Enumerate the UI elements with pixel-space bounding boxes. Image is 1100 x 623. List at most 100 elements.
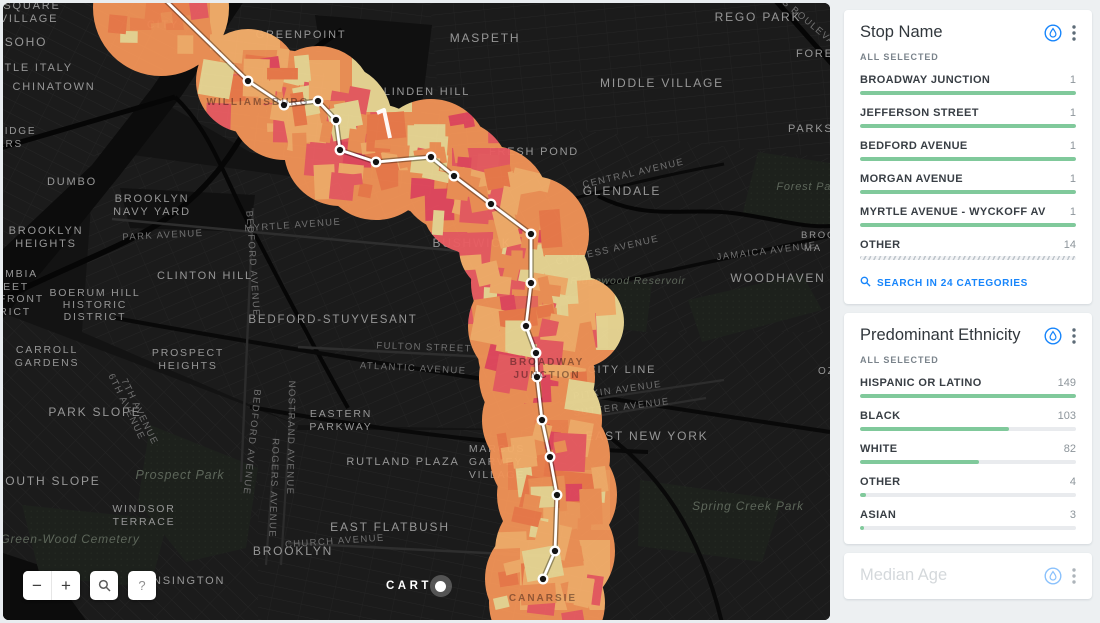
map-help-button[interactable]: ? xyxy=(128,571,156,600)
widget-menu-kebab-icon[interactable] xyxy=(1072,24,1076,41)
category-line: MYRTLE AVENUE - WYCKOFF AV 1 xyxy=(860,206,1076,218)
search-in-categories-link[interactable]: SEARCH IN 24 CATEGORIES xyxy=(860,276,1076,290)
map-label: WINDSOR xyxy=(112,503,175,515)
map-label: RFRONT xyxy=(3,293,44,305)
station-dot[interactable] xyxy=(549,545,561,557)
map-label: SOUTH SLOPE xyxy=(3,474,101,488)
category-row[interactable]: HISPANIC OR LATINO 149 xyxy=(860,377,1076,398)
station-dot[interactable] xyxy=(537,573,549,585)
map-label: PARKSIDE xyxy=(788,123,830,135)
divider xyxy=(51,571,52,600)
category-line: JEFFERSON STREET 1 xyxy=(860,107,1076,119)
autostyle-droplet-icon[interactable] xyxy=(1044,326,1062,345)
map-label: RUTLAND PLAZA xyxy=(346,456,459,468)
autostyle-droplet-icon[interactable] xyxy=(1044,566,1062,585)
category-value: 1 xyxy=(1069,140,1076,152)
category-bar-fill xyxy=(860,190,1076,194)
category-row[interactable]: WHITE 82 xyxy=(860,443,1076,464)
category-bar-fill xyxy=(860,91,1076,95)
category-row[interactable]: BROADWAY JUNCTION 1 xyxy=(860,74,1076,95)
station-dot[interactable] xyxy=(370,156,382,168)
map-label: NAVY YARD xyxy=(113,206,191,218)
category-label: WHITE xyxy=(860,443,898,455)
station-dot[interactable] xyxy=(525,228,537,240)
zoom-in-button[interactable]: + xyxy=(52,571,80,600)
station-dot[interactable] xyxy=(278,99,290,111)
station-dot[interactable] xyxy=(330,114,342,126)
category-line: OTHER 14 xyxy=(860,239,1076,251)
category-bar xyxy=(860,190,1076,194)
category-row[interactable]: ASIAN 3 xyxy=(860,509,1076,530)
category-row[interactable]: BLACK 103 xyxy=(860,410,1076,431)
widget-header: Median Age xyxy=(860,566,1076,585)
category-bar xyxy=(860,427,1076,431)
carto-logo-text: CART xyxy=(386,580,432,592)
map-label: FULTON STREET xyxy=(376,340,472,354)
map-label: UMBIA xyxy=(3,268,38,280)
map-label: PARK SLOPE xyxy=(48,405,141,419)
map-label: NOSTRAND AVENUE xyxy=(284,381,297,496)
category-value: 149 xyxy=(1057,377,1076,389)
category-row[interactable]: OTHER 4 xyxy=(860,476,1076,497)
category-row[interactable]: MORGAN AVENUE 1 xyxy=(860,173,1076,194)
zoom-out-button[interactable]: − xyxy=(23,571,51,600)
category-label: JEFFERSON STREET xyxy=(860,107,979,119)
map-label: PARKWAY xyxy=(309,421,372,433)
station-dot[interactable] xyxy=(242,75,254,87)
carto-logo[interactable]: CART xyxy=(386,575,452,597)
category-line: BROADWAY JUNCTION 1 xyxy=(860,74,1076,86)
station-dot[interactable] xyxy=(425,151,437,163)
widget-menu-kebab-icon[interactable] xyxy=(1072,567,1076,584)
map-label-shadow: JUNCTION xyxy=(513,370,580,381)
map-label: ROGERS AVENUE xyxy=(266,438,280,538)
station-dot[interactable] xyxy=(334,144,346,156)
category-row[interactable]: JEFFERSON STREET 1 xyxy=(860,107,1076,128)
station-dot[interactable] xyxy=(531,371,543,383)
map-label: CITY LINE xyxy=(588,364,657,376)
category-row[interactable]: BEDFORD AVENUE 1 xyxy=(860,140,1076,161)
station-dot[interactable] xyxy=(525,277,537,289)
category-bar-fill xyxy=(860,526,865,530)
station-dot[interactable] xyxy=(551,489,563,501)
station-dot[interactable] xyxy=(530,347,542,359)
widget-menu-kebab-icon[interactable] xyxy=(1072,327,1076,344)
map-label: TERRACE xyxy=(113,516,176,528)
map-label: FOREST xyxy=(796,48,830,60)
autostyle-droplet-icon[interactable] xyxy=(1044,23,1062,42)
category-label: MYRTLE AVENUE - WYCKOFF AV xyxy=(860,206,1046,218)
map-search-button[interactable] xyxy=(90,571,118,600)
map-label: MASPETH xyxy=(450,31,521,45)
category-bar xyxy=(860,124,1076,128)
station-dot[interactable] xyxy=(448,170,460,182)
highlighted-feature xyxy=(376,108,392,139)
category-label: ASIAN xyxy=(860,509,897,521)
map-label: SQUARE xyxy=(3,3,60,12)
category-bar xyxy=(860,256,1076,260)
map-label: PROSPECT xyxy=(152,347,224,359)
map-label: TRICT xyxy=(3,306,31,318)
map-label: REGO PARK xyxy=(715,10,802,24)
station-dot[interactable] xyxy=(536,414,548,426)
category-bar xyxy=(860,394,1076,398)
search-link-label: SEARCH IN 24 CATEGORIES xyxy=(877,277,1028,289)
station-dot[interactable] xyxy=(485,198,497,210)
category-bar xyxy=(860,223,1076,227)
map-label: OZ xyxy=(818,366,830,377)
map-label: HEIGHTS xyxy=(15,238,77,250)
map-label: HEIGHTS xyxy=(158,360,217,372)
category-row[interactable]: OTHER 14 xyxy=(860,239,1076,260)
category-row[interactable]: MYRTLE AVENUE - WYCKOFF AV 1 xyxy=(860,206,1076,227)
category-label: BROADWAY JUNCTION xyxy=(860,74,991,86)
widget-header-icons xyxy=(1044,566,1076,585)
station-dot[interactable] xyxy=(544,451,556,463)
widget-header-icons xyxy=(1044,326,1076,345)
map-label: BEDFORD-STUYVESANT xyxy=(248,314,417,326)
category-bar xyxy=(860,157,1076,161)
category-bar xyxy=(860,460,1076,464)
map-label: LITTLE ITALY xyxy=(3,62,73,74)
station-dot[interactable] xyxy=(520,320,532,332)
category-line: ASIAN 3 xyxy=(860,509,1076,521)
station-dot[interactable] xyxy=(312,95,324,107)
